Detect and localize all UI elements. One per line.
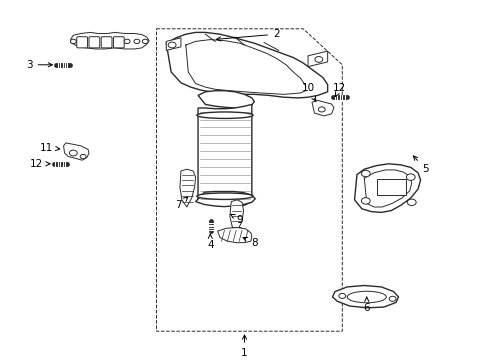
Polygon shape <box>166 32 327 98</box>
Polygon shape <box>198 104 251 206</box>
Bar <box>376 179 405 195</box>
Circle shape <box>314 57 322 62</box>
Text: 12: 12 <box>30 159 50 169</box>
Text: 1: 1 <box>241 335 247 358</box>
FancyBboxPatch shape <box>101 37 112 48</box>
Ellipse shape <box>196 112 253 118</box>
Text: 11: 11 <box>40 143 60 153</box>
Text: 6: 6 <box>363 297 369 313</box>
Circle shape <box>70 39 76 44</box>
Polygon shape <box>180 169 195 207</box>
Polygon shape <box>354 164 420 212</box>
Polygon shape <box>71 32 149 49</box>
Polygon shape <box>307 51 327 67</box>
Circle shape <box>388 296 395 301</box>
Circle shape <box>168 42 176 48</box>
Polygon shape <box>195 192 255 207</box>
FancyBboxPatch shape <box>77 37 87 48</box>
Circle shape <box>318 107 325 112</box>
Polygon shape <box>332 285 398 308</box>
Circle shape <box>134 39 140 44</box>
Circle shape <box>338 293 345 298</box>
Circle shape <box>361 170 369 177</box>
Text: 2: 2 <box>216 29 279 41</box>
Polygon shape <box>63 143 89 160</box>
FancyBboxPatch shape <box>89 37 100 48</box>
Polygon shape <box>217 228 251 243</box>
Circle shape <box>407 199 415 206</box>
Polygon shape <box>198 91 254 108</box>
Circle shape <box>124 39 130 44</box>
Text: 4: 4 <box>206 234 213 250</box>
Text: 8: 8 <box>243 238 257 248</box>
Text: 10: 10 <box>301 83 315 101</box>
Circle shape <box>142 39 148 44</box>
Text: 7: 7 <box>175 197 187 210</box>
Polygon shape <box>166 38 181 50</box>
Ellipse shape <box>196 193 253 199</box>
FancyBboxPatch shape <box>113 37 124 48</box>
Circle shape <box>406 174 414 180</box>
Polygon shape <box>311 100 333 116</box>
Text: 9: 9 <box>230 214 243 225</box>
Text: 12: 12 <box>332 83 346 96</box>
Ellipse shape <box>346 291 386 303</box>
Polygon shape <box>229 200 243 231</box>
Text: 5: 5 <box>412 156 428 174</box>
Circle shape <box>80 154 86 159</box>
Circle shape <box>69 150 77 156</box>
Text: 3: 3 <box>26 60 52 70</box>
Circle shape <box>361 198 369 204</box>
